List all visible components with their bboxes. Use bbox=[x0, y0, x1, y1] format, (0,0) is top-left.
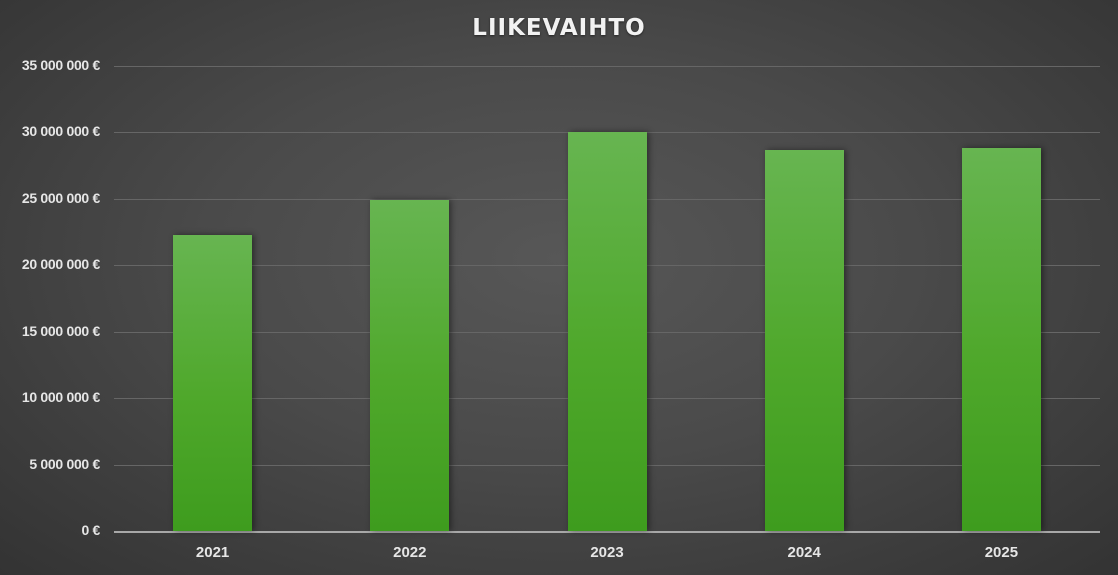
y-tick-label: 20 000 000 € bbox=[21, 256, 100, 273]
chart-title: LIIKEVAIHTO bbox=[472, 15, 646, 41]
x-tick-label: 2024 bbox=[787, 544, 821, 561]
x-axis-line bbox=[114, 531, 1100, 533]
bar-2022 bbox=[370, 200, 450, 531]
x-tick-label: 2025 bbox=[984, 544, 1019, 561]
y-tick-label: 0 € bbox=[81, 522, 100, 538]
x-tick-label: 2022 bbox=[393, 544, 427, 561]
bar-2025 bbox=[961, 148, 1041, 531]
y-tick-label: 10 000 000 € bbox=[21, 389, 100, 406]
x-tick-label: 2023 bbox=[590, 544, 624, 561]
bar-2024 bbox=[764, 149, 844, 531]
gridline bbox=[114, 66, 1100, 67]
y-tick-label: 25 000 000 € bbox=[21, 189, 100, 206]
x-tick-label: 2021 bbox=[195, 544, 230, 561]
bar-2023 bbox=[567, 132, 647, 531]
y-tick-label: 35 000 000 € bbox=[21, 57, 100, 73]
y-tick-label: 5 000 000 € bbox=[29, 455, 100, 472]
bar-2021 bbox=[173, 234, 253, 531]
plot-area bbox=[114, 66, 1100, 533]
y-tick-label: 30 000 000 € bbox=[21, 123, 100, 140]
y-tick-label: 15 000 000 € bbox=[21, 322, 100, 339]
